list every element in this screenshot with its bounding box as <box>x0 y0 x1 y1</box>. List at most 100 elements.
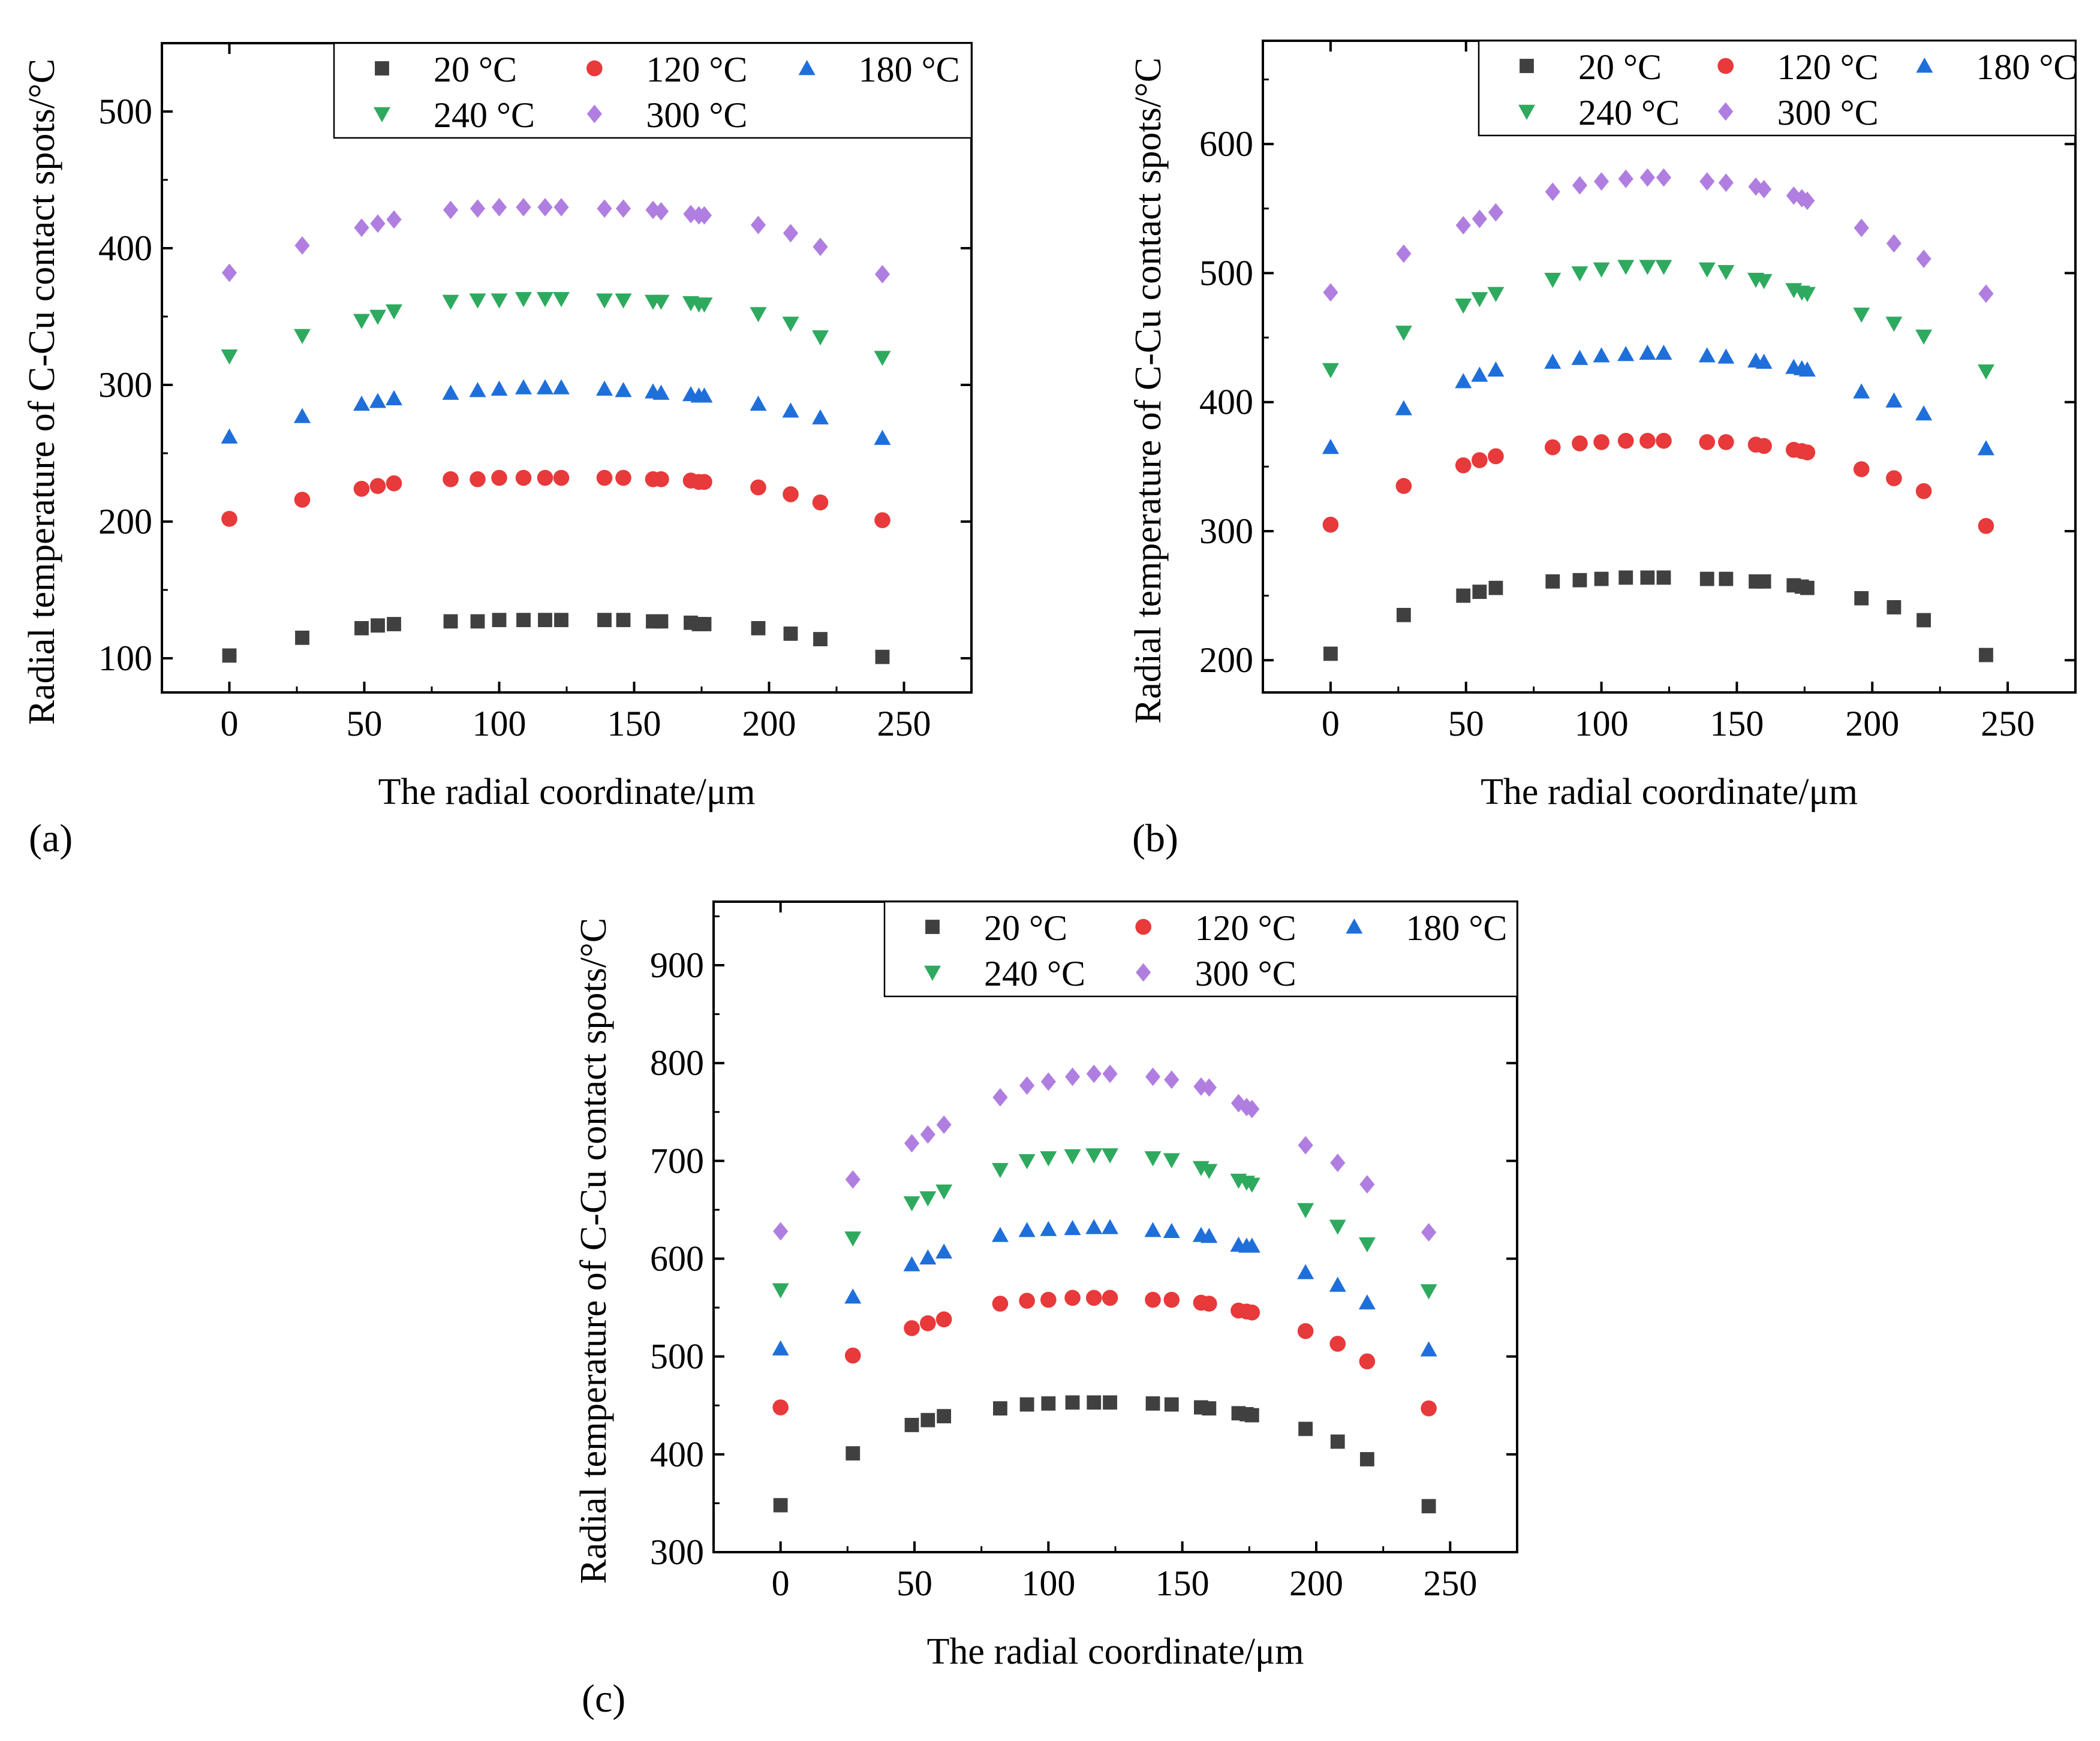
data-point <box>813 237 828 257</box>
data-point <box>470 614 485 629</box>
y-tick-label: 400 <box>1199 382 1253 422</box>
x-tick-label: 200 <box>1845 704 1899 743</box>
data-point <box>904 1417 919 1432</box>
data-point <box>1358 1237 1376 1253</box>
data-points <box>221 198 891 664</box>
legend-label: 120 °C <box>646 50 747 89</box>
data-point <box>491 380 508 396</box>
data-point <box>1164 1070 1180 1089</box>
legend-label: 20 °C <box>1578 47 1662 87</box>
data-point <box>1488 448 1504 465</box>
y-tick-label: 300 <box>1199 511 1253 551</box>
data-point <box>369 309 386 325</box>
legend-marker <box>1718 102 1734 121</box>
data-point <box>1163 1291 1180 1308</box>
data-point <box>773 1222 789 1241</box>
y-tick-label: 200 <box>98 502 152 541</box>
data-point <box>1656 570 1671 585</box>
x-tick-label: 100 <box>1575 704 1629 743</box>
data-point <box>812 409 829 424</box>
data-point <box>491 198 507 216</box>
data-point <box>1756 438 1772 454</box>
legend-marker <box>925 920 940 934</box>
data-point <box>1488 203 1504 222</box>
data-point <box>645 200 661 219</box>
legend-label: 120 °C <box>1777 47 1879 87</box>
data-point <box>553 379 570 394</box>
data-point <box>874 264 890 284</box>
data-point <box>751 621 766 635</box>
data-point <box>1885 392 1903 408</box>
data-point <box>1163 1153 1180 1168</box>
y-tick-label: 200 <box>1199 640 1253 680</box>
data-point <box>1087 1395 1102 1410</box>
data-point <box>221 428 238 444</box>
data-point <box>1298 1421 1313 1436</box>
panel-label: (a) <box>29 817 73 860</box>
data-point <box>492 613 507 628</box>
data-point <box>772 1399 789 1415</box>
data-point <box>1040 1072 1056 1091</box>
data-point <box>936 1115 952 1134</box>
data-point <box>904 1134 920 1153</box>
data-point <box>1800 191 1815 210</box>
data-point <box>354 218 369 237</box>
legend-marker <box>924 965 941 981</box>
data-point <box>1545 574 1560 589</box>
data-point <box>1471 292 1488 308</box>
data-point <box>844 1288 862 1304</box>
x-tick-label: 50 <box>1448 704 1484 743</box>
data-point <box>1640 570 1655 585</box>
data-point <box>1040 1291 1057 1308</box>
data-point <box>935 1311 952 1327</box>
data-point <box>783 626 798 641</box>
panel-b: 0 50 100 150 200 250 200 300 400 500 600 20 °C 120 … <box>1128 40 2077 860</box>
data-point <box>772 1340 789 1356</box>
tick-labels: 0 50 100 150 200 250 100 200 300 400 500 <box>98 92 931 743</box>
data-point <box>1886 470 1902 486</box>
panel-label: (c) <box>582 1677 625 1721</box>
y-tick-label: 800 <box>650 1043 704 1083</box>
data-point <box>615 199 631 218</box>
data-point <box>1164 1397 1179 1412</box>
data-point <box>1395 326 1412 341</box>
data-point <box>782 317 799 332</box>
data-point <box>1639 260 1656 275</box>
data-point <box>443 471 459 487</box>
data-point <box>1978 284 1994 303</box>
data-point <box>386 390 402 405</box>
x-tick-label: 100 <box>1021 1564 1075 1603</box>
data-point <box>353 314 370 329</box>
data-point <box>295 630 309 645</box>
legend: 20 °C 120 °C 180 °C 240 °C 300 °C <box>333 42 973 139</box>
legend-label: 20 °C <box>434 50 517 89</box>
data-point <box>1618 169 1633 188</box>
data-point <box>1163 1222 1180 1239</box>
data-point <box>1977 364 1994 380</box>
legend-label: 300 °C <box>1777 93 1879 132</box>
data-point <box>1472 585 1487 600</box>
data-point <box>1395 400 1412 415</box>
y-tick-label: 900 <box>650 945 704 985</box>
data-point <box>1065 1395 1080 1410</box>
legend-label: 180 °C <box>859 50 960 89</box>
data-point <box>750 307 767 323</box>
legend-marker <box>1135 918 1151 935</box>
data-point <box>615 469 631 486</box>
data-point <box>920 1125 935 1144</box>
x-axis-label: The radial coordinate/μm <box>1481 772 1858 812</box>
data-point <box>491 469 507 486</box>
data-point <box>937 1409 952 1424</box>
data-point <box>773 1498 788 1513</box>
data-point <box>1244 1100 1260 1119</box>
data-point <box>1297 1264 1314 1279</box>
data-point <box>1917 613 1931 628</box>
legend: 20 °C 120 °C 180 °C 240 °C 300 °C <box>883 900 1518 998</box>
legend-marker <box>1717 58 1734 74</box>
data-point <box>1593 434 1609 450</box>
data-point <box>1853 461 1870 477</box>
data-point <box>1977 440 1994 456</box>
data-point <box>387 617 401 631</box>
x-tick-label: 0 <box>1322 704 1340 743</box>
data-point <box>1593 262 1610 278</box>
